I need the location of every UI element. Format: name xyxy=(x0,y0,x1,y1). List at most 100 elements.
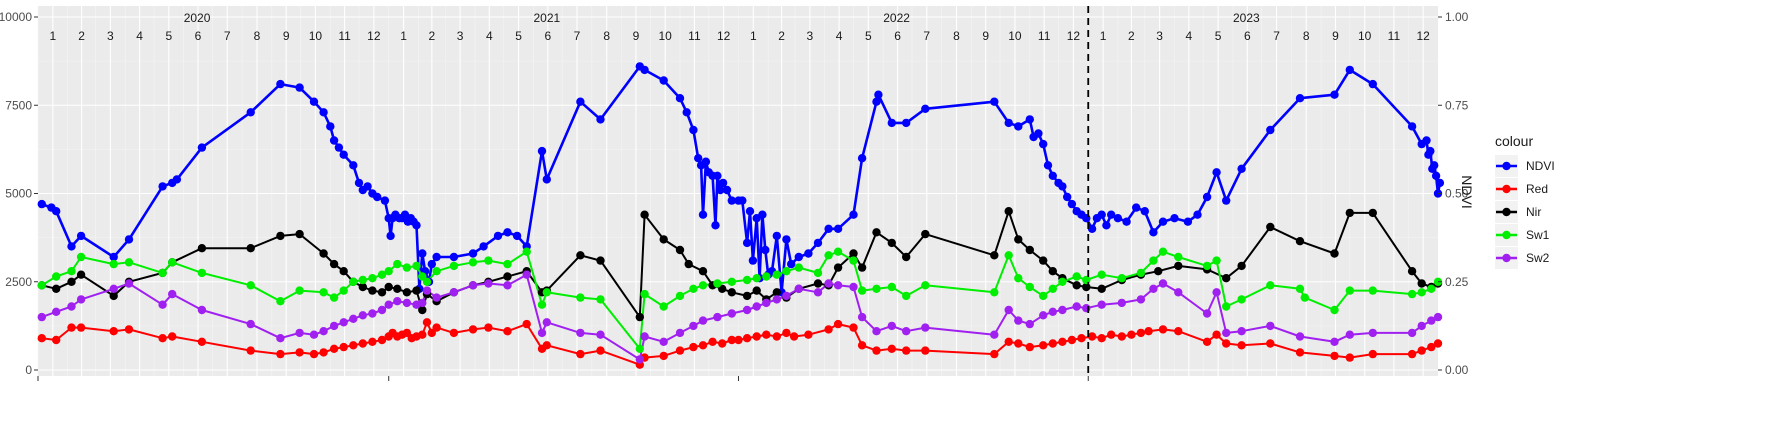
data-point xyxy=(1072,302,1081,311)
data-point xyxy=(1048,171,1058,180)
data-point xyxy=(52,284,61,293)
data-point xyxy=(675,346,685,355)
data-point xyxy=(1174,288,1183,297)
data-point xyxy=(1212,168,1221,177)
data-point xyxy=(329,136,339,145)
data-point xyxy=(742,334,752,343)
data-point xyxy=(833,263,843,272)
data-point xyxy=(833,224,843,233)
legend-key-point xyxy=(1502,207,1511,217)
data-point xyxy=(537,328,547,338)
month-label: 5 xyxy=(515,29,522,43)
data-point xyxy=(1072,281,1081,290)
month-label: 8 xyxy=(603,29,610,43)
data-point xyxy=(833,281,843,290)
data-point xyxy=(1025,282,1035,292)
data-point xyxy=(1202,337,1212,346)
data-point xyxy=(713,279,722,288)
data-point xyxy=(246,108,255,117)
data-point xyxy=(168,289,177,299)
data-point xyxy=(124,258,134,267)
data-point xyxy=(689,321,698,331)
data-point xyxy=(1067,335,1077,345)
data-point xyxy=(701,157,711,166)
month-label: 4 xyxy=(836,29,843,43)
data-point xyxy=(358,311,367,320)
data-point xyxy=(1149,256,1158,265)
data-point xyxy=(576,349,585,359)
data-point xyxy=(762,330,771,339)
data-point xyxy=(52,335,61,345)
data-point xyxy=(393,259,402,269)
legend-key-point xyxy=(1502,184,1511,194)
data-point xyxy=(921,229,930,239)
data-point xyxy=(1266,222,1275,232)
data-point xyxy=(689,284,698,293)
data-point xyxy=(1117,332,1127,341)
month-label: 5 xyxy=(165,29,172,43)
data-point xyxy=(384,282,393,292)
data-point xyxy=(698,316,708,325)
data-point xyxy=(849,249,858,258)
data-point xyxy=(67,323,76,332)
data-point xyxy=(689,125,698,135)
data-point xyxy=(1433,339,1443,348)
data-point xyxy=(902,291,911,301)
data-point xyxy=(857,154,867,163)
data-point xyxy=(402,263,412,272)
data-point xyxy=(698,281,708,290)
data-point xyxy=(849,210,858,219)
data-point xyxy=(659,351,668,361)
month-label: 3 xyxy=(807,29,814,43)
data-point xyxy=(1202,309,1212,318)
data-point xyxy=(503,281,512,290)
data-point xyxy=(718,178,728,188)
month-label: 1 xyxy=(50,29,57,43)
data-point xyxy=(1043,161,1053,170)
month-label: 7 xyxy=(224,29,231,43)
data-point xyxy=(872,97,881,106)
data-point xyxy=(1427,316,1436,325)
data-point xyxy=(1426,146,1435,156)
year-label: 2021 xyxy=(533,11,560,25)
data-point xyxy=(76,231,86,241)
data-point xyxy=(1368,349,1378,359)
data-point xyxy=(1330,249,1339,258)
data-point xyxy=(727,196,736,205)
data-point xyxy=(824,279,833,288)
data-point xyxy=(402,288,412,297)
data-point xyxy=(1132,203,1141,212)
data-point xyxy=(752,302,761,311)
year-label: 2020 xyxy=(184,11,211,25)
data-point xyxy=(990,97,999,106)
data-point xyxy=(1407,349,1417,359)
data-point xyxy=(522,319,531,329)
data-point xyxy=(449,328,459,338)
grid-minor xyxy=(37,6,1438,376)
data-point xyxy=(1368,286,1378,295)
month-label: 3 xyxy=(457,29,464,43)
data-point xyxy=(1345,330,1355,339)
data-point xyxy=(1407,328,1417,338)
data-point xyxy=(990,288,999,297)
data-point xyxy=(675,291,685,301)
data-point xyxy=(1136,328,1146,338)
data-point xyxy=(887,238,896,248)
data-point xyxy=(67,267,76,276)
data-point xyxy=(503,259,512,269)
legend: colour NDVI Red Nir Sw1 Sw2 xyxy=(1495,133,1555,269)
data-point xyxy=(1237,341,1246,350)
legend-label: Sw1 xyxy=(1526,228,1550,242)
data-point xyxy=(295,286,304,295)
series-points-sw2 xyxy=(37,270,1443,364)
data-point xyxy=(1058,305,1067,315)
data-point xyxy=(522,270,531,279)
data-point xyxy=(329,293,339,302)
data-point xyxy=(902,118,911,128)
data-point xyxy=(1417,288,1426,297)
data-point xyxy=(742,275,752,285)
data-point xyxy=(1140,207,1150,216)
data-point xyxy=(418,298,427,308)
month-label: 11 xyxy=(1038,29,1051,43)
data-point xyxy=(309,97,319,106)
